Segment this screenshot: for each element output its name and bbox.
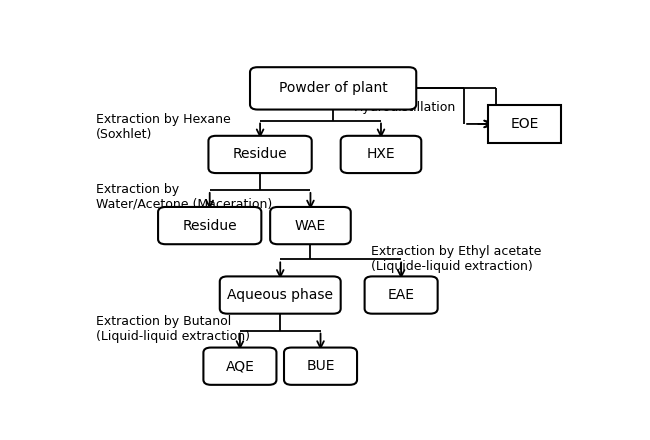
FancyBboxPatch shape <box>270 207 351 244</box>
FancyBboxPatch shape <box>203 348 276 385</box>
Text: EOE: EOE <box>510 117 539 131</box>
Text: Extraction by Hexane
(Soxhlet): Extraction by Hexane (Soxhlet) <box>96 114 231 141</box>
FancyBboxPatch shape <box>209 136 312 173</box>
Text: Extraction by Butanol
(Liquid-liquid extraction): Extraction by Butanol (Liquid-liquid ext… <box>96 315 250 343</box>
Text: Residue: Residue <box>183 219 237 233</box>
Text: HXE: HXE <box>367 147 395 161</box>
FancyBboxPatch shape <box>158 207 261 244</box>
FancyBboxPatch shape <box>488 105 561 143</box>
Text: Extraction by Ethyl acetate
(Liquide-liquid extraction): Extraction by Ethyl acetate (Liquide-liq… <box>371 246 541 274</box>
FancyBboxPatch shape <box>284 348 357 385</box>
Text: BUE: BUE <box>306 359 335 373</box>
Text: AQE: AQE <box>226 359 254 373</box>
FancyBboxPatch shape <box>220 276 341 314</box>
Text: Hydrodistillation: Hydrodistillation <box>354 100 456 114</box>
Text: Powder of plant: Powder of plant <box>279 81 387 95</box>
Text: Residue: Residue <box>233 147 287 161</box>
Text: Extraction by
Water/Acetone (Maceration): Extraction by Water/Acetone (Maceration) <box>96 183 272 211</box>
FancyBboxPatch shape <box>250 67 416 110</box>
FancyBboxPatch shape <box>365 276 437 314</box>
FancyBboxPatch shape <box>341 136 421 173</box>
Text: WAE: WAE <box>295 219 326 233</box>
Text: Aqueous phase: Aqueous phase <box>227 288 333 302</box>
Text: EAE: EAE <box>387 288 415 302</box>
